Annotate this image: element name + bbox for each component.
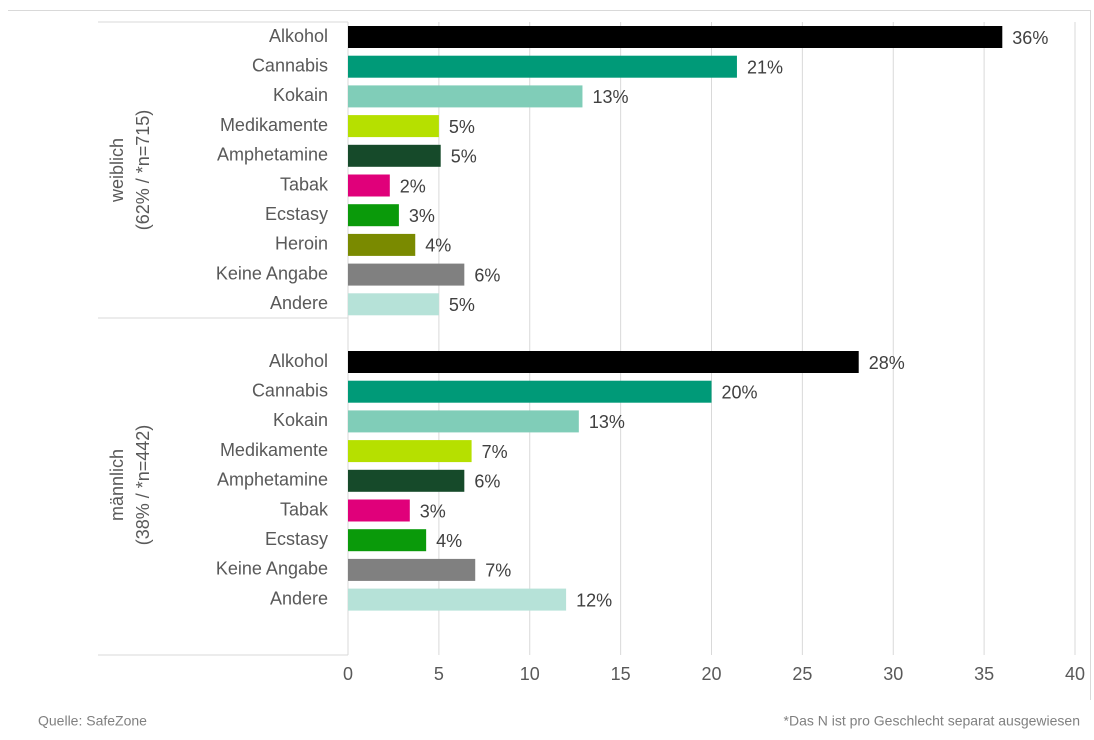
data-label: 13% <box>589 412 625 432</box>
bar <box>348 588 567 611</box>
x-tick-label: 30 <box>883 664 903 684</box>
data-label: 3% <box>409 206 435 226</box>
data-label: 5% <box>449 117 475 137</box>
data-label: 5% <box>449 295 475 315</box>
bar <box>348 293 439 316</box>
data-label: 4% <box>436 531 462 551</box>
bar <box>348 263 465 286</box>
bar <box>348 410 579 433</box>
bar <box>348 204 399 227</box>
category-label: Kokain <box>273 85 328 105</box>
data-label: 2% <box>400 176 426 196</box>
x-tick-label: 5 <box>434 664 444 684</box>
data-label: 7% <box>482 442 508 462</box>
category-label: Ecstasy <box>265 529 328 549</box>
category-label: Cannabis <box>252 55 328 75</box>
x-tick-label: 10 <box>520 664 540 684</box>
data-label: 3% <box>420 501 446 521</box>
bar <box>348 85 583 108</box>
x-tick-label: 0 <box>343 664 353 684</box>
data-label: 5% <box>451 147 477 167</box>
data-label: 28% <box>869 353 905 373</box>
category-label: Medikamente <box>220 440 328 460</box>
bar <box>348 469 465 492</box>
category-label: Medikamente <box>220 115 328 135</box>
category-label: Ecstasy <box>265 204 328 224</box>
category-label: Kokain <box>273 410 328 430</box>
category-label: Amphetamine <box>217 470 328 490</box>
bar <box>348 440 472 463</box>
x-tick-label: 35 <box>974 664 994 684</box>
bar <box>348 55 737 78</box>
category-label: Heroin <box>275 234 328 254</box>
bar <box>348 233 416 256</box>
bar <box>348 174 390 197</box>
group-label: (62% / *n=715) <box>133 110 153 231</box>
bar <box>348 144 441 167</box>
category-label: Tabak <box>280 499 329 519</box>
data-label: 6% <box>474 265 500 285</box>
category-label: Tabak <box>280 174 329 194</box>
category-label: Alkohol <box>269 351 328 371</box>
bar <box>348 499 410 522</box>
bar <box>348 558 476 581</box>
x-tick-label: 20 <box>701 664 721 684</box>
bar <box>348 380 712 403</box>
category-label: Andere <box>270 588 328 608</box>
category-label: Keine Angabe <box>216 263 328 283</box>
data-label: 13% <box>592 87 628 107</box>
x-tick-label: 40 <box>1065 664 1085 684</box>
data-label: 20% <box>722 382 758 402</box>
group-label: (38% / *n=442) <box>133 425 153 546</box>
bar <box>348 529 427 552</box>
group-label: weiblich <box>107 138 127 203</box>
x-tick-label: 25 <box>792 664 812 684</box>
bar <box>348 115 439 138</box>
note: *Das N ist pro Geschlecht separat ausgew… <box>784 713 1080 729</box>
category-label: Andere <box>270 293 328 313</box>
data-label: 36% <box>1012 28 1048 48</box>
category-label: Alkohol <box>269 26 328 46</box>
bar <box>348 26 1003 48</box>
source: Quelle: SafeZone <box>38 713 147 729</box>
data-label: 21% <box>747 57 783 77</box>
data-label: 4% <box>425 236 451 256</box>
group-label: männlich <box>107 449 127 521</box>
category-label: Amphetamine <box>217 145 328 165</box>
data-label: 6% <box>474 472 500 492</box>
data-label: 12% <box>576 590 612 610</box>
x-tick-label: 15 <box>611 664 631 684</box>
category-label: Cannabis <box>252 380 328 400</box>
category-label: Keine Angabe <box>216 559 328 579</box>
bar <box>348 351 859 373</box>
data-label: 7% <box>485 561 511 581</box>
